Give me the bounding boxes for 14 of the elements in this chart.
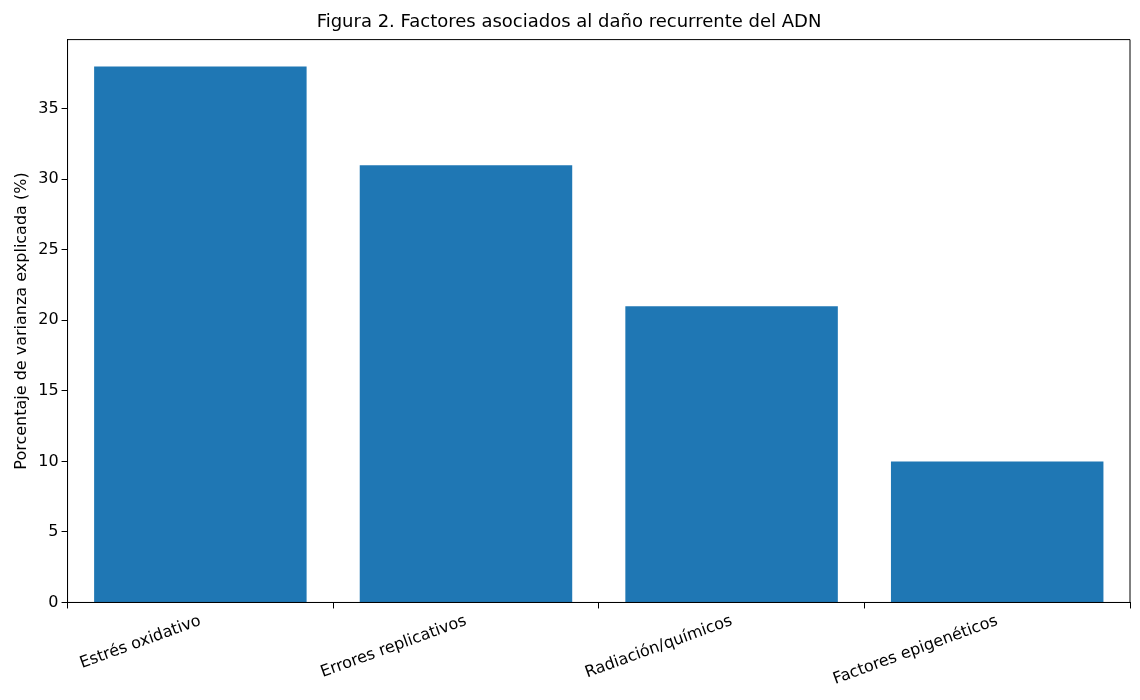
y-tick-label: 30 <box>38 168 59 188</box>
bar <box>94 66 307 602</box>
y-tick-label: 15 <box>38 380 59 400</box>
bar <box>359 165 573 602</box>
y-tick-label: 10 <box>38 450 59 470</box>
bar <box>890 461 1104 602</box>
y-tick-label: 0 <box>48 591 59 611</box>
y-tick-label: 20 <box>38 309 59 329</box>
y-tick-label: 35 <box>38 97 59 117</box>
bar <box>625 306 838 602</box>
y-tick-label: 25 <box>38 238 59 258</box>
chart-title: Figura 2. Factores asociados al daño recurrente del ADN <box>316 10 822 32</box>
y-axis-title: Porcentaje de varianza explicada (%) <box>10 172 30 470</box>
y-tick-label: 5 <box>48 521 59 541</box>
